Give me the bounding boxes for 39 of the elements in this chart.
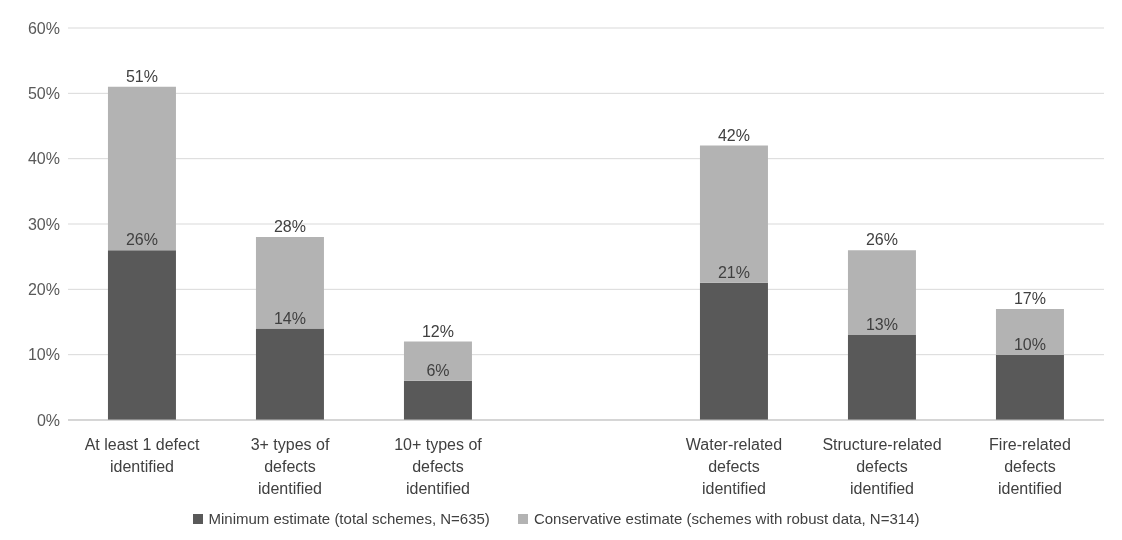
bar: [847, 335, 916, 420]
x-tick-label: Fire-related defects identified: [989, 436, 1071, 497]
x-tick-label: Water-related defects identified: [685, 436, 783, 497]
total-label: 42%: [717, 126, 750, 144]
data-label: 21%: [717, 263, 750, 281]
data-label: 14%: [273, 309, 306, 327]
bar: [255, 328, 324, 420]
y-tick-label: 0%: [36, 411, 60, 429]
bar: [847, 250, 916, 336]
bar: [255, 237, 324, 329]
data-label: 13%: [865, 316, 898, 334]
y-tick-label: 40%: [27, 150, 60, 168]
total-label: 17%: [1013, 289, 1046, 307]
total-label: 12%: [421, 322, 454, 340]
bar: [699, 282, 768, 420]
x-tick-label: Structure-related defects identified: [822, 436, 942, 497]
legend-label: Conservative estimate (schemes with robust data, N=314): [532, 510, 920, 527]
bar: [107, 86, 176, 251]
legend-label: Minimum estimate (total schemes, N=635): [207, 510, 490, 527]
data-label: 10%: [1013, 335, 1046, 353]
bar: [403, 380, 472, 420]
y-tick-label: 10%: [27, 346, 60, 364]
y-tick-label: 30%: [27, 215, 60, 233]
bar: [107, 250, 176, 420]
y-tick-label: 60%: [27, 19, 60, 37]
data-label: 26%: [125, 231, 158, 249]
total-label: 26%: [865, 231, 898, 249]
y-tick-label: 50%: [27, 85, 60, 103]
bar: [699, 145, 768, 283]
bar: [995, 354, 1064, 420]
bar: [995, 308, 1064, 355]
x-tick-label: 3+ types of defects identified: [250, 436, 330, 497]
x-tick-label: At least 1 defect identified: [84, 436, 200, 475]
data-label: 6%: [426, 361, 450, 379]
x-tick-label: 10+ types of defects identified: [394, 436, 483, 497]
total-label: 51%: [125, 67, 158, 85]
y-tick-label: 20%: [27, 281, 60, 299]
bar: [403, 341, 472, 381]
total-label: 28%: [273, 218, 306, 236]
